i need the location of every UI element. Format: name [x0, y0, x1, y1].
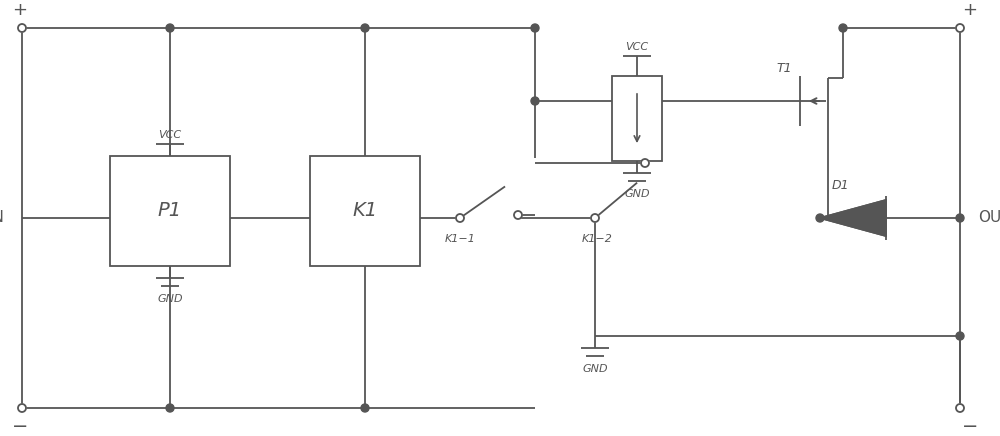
Bar [310, 156, 420, 266]
Circle shape [839, 24, 847, 32]
Circle shape [641, 159, 649, 167]
Circle shape [531, 97, 539, 105]
Circle shape [531, 24, 539, 32]
Text: D1: D1 [831, 179, 849, 192]
Text: +: + [12, 1, 28, 19]
Circle shape [18, 404, 26, 412]
Text: VCC: VCC [158, 130, 182, 140]
Text: K1: K1 [352, 201, 378, 221]
Bar [110, 156, 230, 266]
Circle shape [956, 24, 964, 32]
Circle shape [361, 24, 369, 32]
Circle shape [956, 332, 964, 340]
Text: −: − [12, 416, 28, 436]
Bar [612, 76, 662, 161]
Text: OUT: OUT [978, 211, 1000, 225]
Text: IN: IN [0, 211, 4, 225]
Circle shape [514, 211, 522, 219]
Polygon shape [820, 200, 886, 236]
Circle shape [166, 24, 174, 32]
Text: −: − [962, 416, 978, 436]
Text: VCC: VCC [625, 42, 649, 52]
Text: GND: GND [157, 294, 183, 304]
Circle shape [956, 404, 964, 412]
Circle shape [839, 214, 847, 222]
Text: GND: GND [582, 364, 608, 374]
Circle shape [591, 214, 599, 222]
Circle shape [166, 404, 174, 412]
Text: K1−1: K1−1 [445, 234, 475, 244]
Circle shape [816, 214, 824, 222]
Circle shape [361, 404, 369, 412]
Text: T1: T1 [776, 61, 792, 75]
Circle shape [18, 24, 26, 32]
Text: +: + [962, 1, 978, 19]
Circle shape [456, 214, 464, 222]
Text: P1: P1 [158, 201, 182, 221]
Text: K1−2: K1−2 [582, 234, 612, 244]
Circle shape [956, 214, 964, 222]
Text: GND: GND [624, 189, 650, 199]
